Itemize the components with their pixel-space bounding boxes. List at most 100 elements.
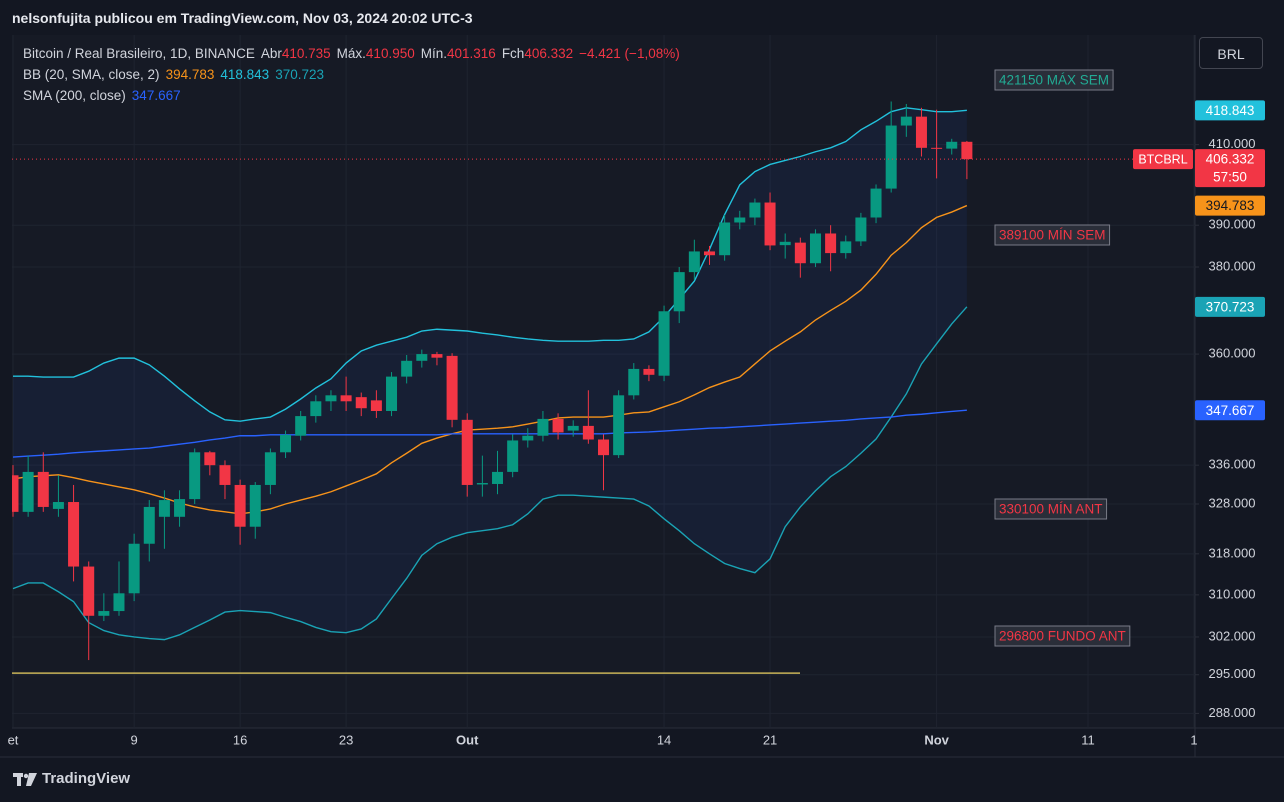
- annotation-text: 296800 FUNDO ANT: [999, 629, 1126, 644]
- candle-body: [264, 452, 276, 485]
- candle-body: [158, 500, 170, 517]
- annotation: 389100 MÍN SEM: [994, 224, 1111, 246]
- candle-body: [764, 202, 776, 246]
- candle-body: [703, 251, 715, 256]
- candle-body: [658, 311, 670, 376]
- indicator-line: [13, 107, 967, 422]
- candle-body: [885, 125, 897, 189]
- indicator-line: [12, 306, 968, 641]
- candle-body: [598, 439, 609, 456]
- candle-body: [613, 395, 625, 456]
- candle-body: [401, 360, 413, 377]
- annotation-box: [994, 498, 1108, 520]
- candle-body: [673, 272, 685, 312]
- y-tick-label: 295.000: [1209, 666, 1256, 681]
- y-tick-label: 328.000: [1209, 495, 1256, 510]
- current-price-label: 406.332: [1206, 152, 1255, 167]
- countdown-label: 57:50: [1213, 170, 1247, 185]
- candle-body: [946, 141, 958, 149]
- publish-header: nelsonfujita publicou em TradingView.com…: [12, 10, 473, 26]
- indicator-value: 394.783: [165, 67, 215, 82]
- candle-body: [779, 241, 791, 246]
- plot-area: [12, 101, 973, 674]
- candle-body: [915, 116, 927, 148]
- candle-body: [128, 543, 140, 594]
- candle-body: [12, 475, 19, 512]
- candle-body: [492, 471, 504, 484]
- legend-title: Bitcoin / Real Brasileiro, 1D, BINANCE: [23, 46, 255, 61]
- candle-body: [249, 484, 261, 527]
- price-axis-tag: [1195, 195, 1265, 216]
- annotation: 330100 MÍN ANT: [994, 498, 1108, 520]
- footer-brand: TradingView: [42, 770, 131, 787]
- candle-body: [234, 484, 246, 527]
- x-tick-label: 21: [763, 732, 777, 747]
- candle-body: [476, 483, 488, 485]
- candle-body: [537, 418, 549, 436]
- candle-body: [840, 241, 852, 254]
- candle-body: [280, 434, 292, 453]
- candle-body: [446, 355, 458, 420]
- candle-body: [204, 452, 216, 466]
- x-tick-label: et: [8, 732, 19, 747]
- candle-body: [325, 395, 337, 402]
- ohlc-label: Mín.: [420, 46, 447, 61]
- price-axis-tag: [1195, 100, 1265, 121]
- candle-body: [582, 425, 594, 440]
- y-tick-label: 410.000: [1209, 136, 1256, 151]
- y-tick-label: 318.000: [1209, 545, 1256, 560]
- legend-row: Bitcoin / Real Brasileiro, 1D, BINANCE Ab…: [23, 43, 686, 64]
- price-axis-tag-label: 370.723: [1206, 299, 1255, 314]
- y-tick-label: 360.000: [1209, 346, 1256, 361]
- candle-body: [688, 251, 700, 273]
- ohlc-value: 406.332: [524, 46, 574, 61]
- candle-body: [749, 202, 761, 218]
- x-tick-label: 11: [1081, 732, 1095, 747]
- candle-body: [355, 397, 367, 409]
- candle-body: [825, 233, 837, 254]
- indicator-label: BB (20, SMA, close, 2): [23, 67, 160, 82]
- candle-body: [37, 471, 49, 507]
- indicator-value: 370.723: [275, 67, 324, 82]
- candle-body: [931, 147, 943, 149]
- legend: Bitcoin / Real Brasileiro, 1D, BINANCE Ab…: [23, 43, 686, 106]
- annotation-text: 330100 MÍN ANT: [999, 502, 1103, 517]
- candle-body: [552, 418, 564, 433]
- currency-button[interactable]: BRL: [1199, 37, 1263, 69]
- y-tick-label: 336.000: [1209, 457, 1256, 472]
- candle-body: [961, 141, 973, 160]
- x-tick-label: Nov: [924, 732, 949, 747]
- x-tick-label: 9: [131, 732, 138, 747]
- candle-body: [174, 499, 186, 517]
- x-tick-label: Out: [456, 732, 479, 747]
- annotation-box: [994, 69, 1114, 91]
- candle-body: [870, 188, 882, 218]
- candle-body: [295, 416, 307, 436]
- candle-body: [628, 368, 640, 396]
- price-axis-tag: [1195, 296, 1265, 317]
- logo-part: [23, 773, 29, 779]
- ohlc-label: Abr: [260, 46, 282, 61]
- candle-body: [189, 452, 201, 500]
- y-tick-label: 310.000: [1209, 586, 1256, 601]
- candle-body: [219, 465, 231, 485]
- symbol-label: BTCBRL: [1138, 152, 1187, 166]
- current-price-tag: [1195, 149, 1265, 188]
- candle-body: [461, 419, 473, 485]
- ohlc-field: Mín.401.316: [421, 46, 496, 61]
- candle-body: [143, 506, 155, 544]
- candle-body: [734, 217, 746, 223]
- x-tick-label: 1: [1190, 732, 1197, 747]
- ohlc-label: Máx.: [336, 46, 366, 61]
- logo-part: [26, 773, 37, 786]
- y-tick-label: 390.000: [1209, 217, 1256, 232]
- candle-body: [855, 217, 867, 242]
- candle-body: [719, 222, 731, 256]
- indicator-value: 347.667: [131, 88, 181, 103]
- x-tick-label: 23: [339, 732, 353, 747]
- ohlc-value: 410.950: [365, 46, 415, 61]
- candle-body: [113, 593, 125, 612]
- annotation-box: [994, 224, 1111, 246]
